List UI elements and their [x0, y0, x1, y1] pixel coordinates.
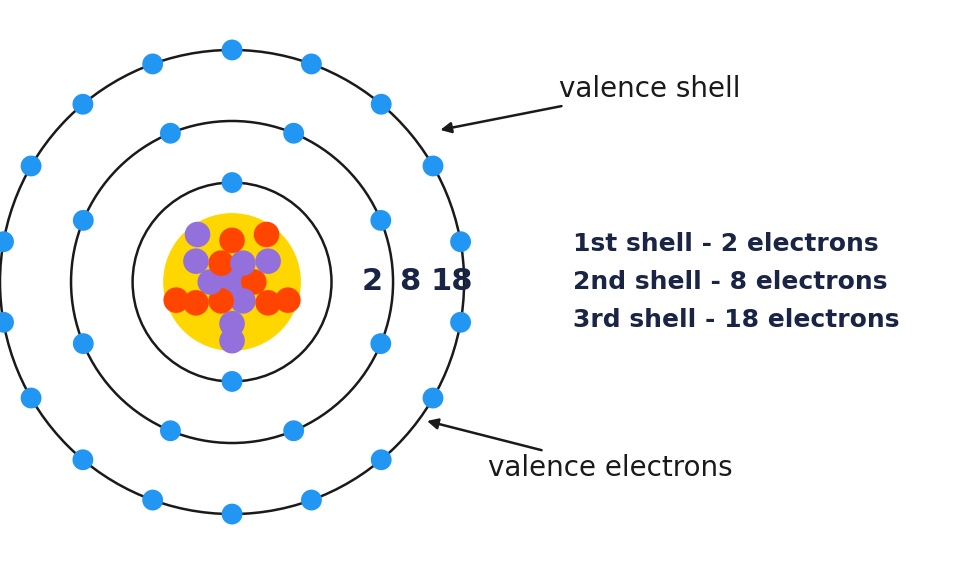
Circle shape	[450, 231, 471, 252]
Circle shape	[222, 504, 243, 525]
Circle shape	[160, 123, 180, 144]
Circle shape	[21, 387, 41, 408]
Text: valence electrons: valence electrons	[430, 420, 732, 482]
Text: 8: 8	[399, 267, 420, 297]
Circle shape	[183, 248, 208, 274]
Circle shape	[450, 312, 471, 333]
Circle shape	[164, 214, 300, 350]
Text: valence shell: valence shell	[444, 75, 740, 132]
Text: 2: 2	[362, 267, 383, 297]
Circle shape	[208, 288, 234, 314]
Circle shape	[219, 328, 245, 354]
Circle shape	[184, 222, 210, 247]
Circle shape	[0, 312, 14, 333]
Circle shape	[371, 333, 392, 354]
Circle shape	[222, 39, 243, 60]
Circle shape	[163, 288, 189, 313]
Text: 1st shell - 2 electrons: 1st shell - 2 electrons	[573, 232, 878, 256]
Circle shape	[222, 172, 243, 193]
Circle shape	[371, 94, 392, 114]
Circle shape	[301, 490, 322, 510]
Circle shape	[72, 94, 93, 114]
Circle shape	[208, 250, 234, 276]
Text: 18: 18	[430, 267, 473, 297]
Circle shape	[72, 450, 93, 470]
Circle shape	[219, 227, 245, 253]
Circle shape	[142, 490, 163, 510]
Circle shape	[371, 450, 392, 470]
Circle shape	[222, 371, 243, 392]
Circle shape	[301, 54, 322, 74]
Circle shape	[276, 288, 300, 313]
Text: 3rd shell - 18 electrons: 3rd shell - 18 electrons	[573, 308, 900, 332]
Circle shape	[183, 290, 208, 316]
Circle shape	[142, 54, 163, 74]
Circle shape	[255, 248, 281, 274]
Circle shape	[422, 156, 444, 177]
Text: 2nd shell - 8 electrons: 2nd shell - 8 electrons	[573, 270, 887, 294]
Circle shape	[422, 387, 444, 408]
Circle shape	[371, 210, 392, 231]
Circle shape	[219, 311, 245, 337]
Circle shape	[230, 288, 255, 314]
Circle shape	[21, 156, 41, 177]
Circle shape	[283, 123, 304, 144]
Circle shape	[241, 269, 267, 295]
Circle shape	[255, 290, 281, 316]
Circle shape	[230, 250, 255, 276]
Circle shape	[73, 333, 94, 354]
Circle shape	[253, 222, 279, 247]
Circle shape	[0, 231, 14, 252]
Circle shape	[73, 210, 94, 231]
Circle shape	[160, 420, 180, 441]
Circle shape	[283, 420, 304, 441]
Circle shape	[198, 269, 223, 295]
Circle shape	[219, 269, 245, 295]
